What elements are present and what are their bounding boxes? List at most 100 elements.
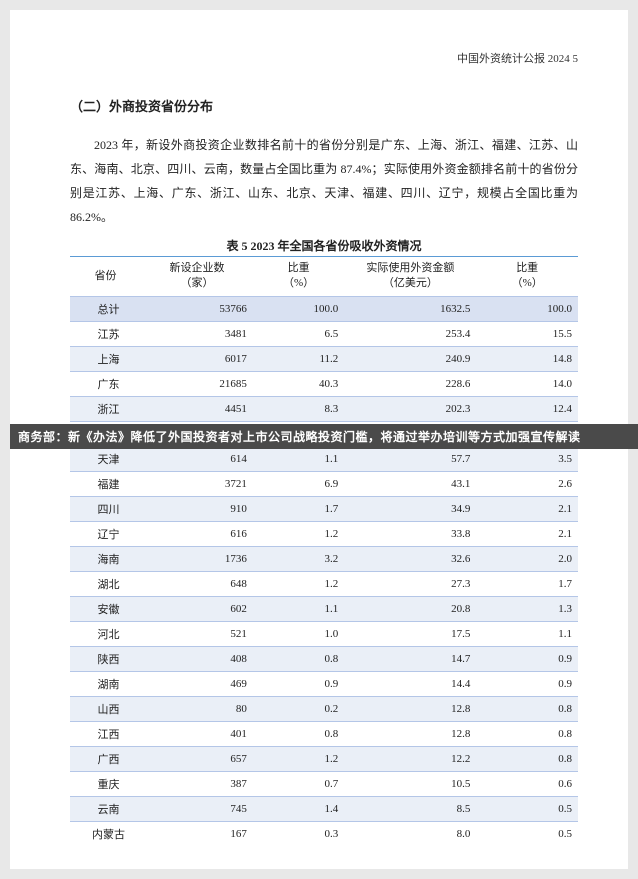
cell-label: 山西 — [70, 696, 141, 721]
th-line2: （家） — [180, 277, 213, 289]
cell-label: 天津 — [70, 446, 141, 471]
cell-value: 53766 — [141, 296, 253, 321]
th-share2: 比重 （%） — [476, 257, 578, 297]
news-banner-overlay: 商务部：新《办法》降低了外国投资者对上市公司战略投资门槛，将通过举办培训等方式加… — [10, 424, 638, 449]
table-row: 云南7451.48.50.5 — [70, 796, 578, 821]
cell-value: 21685 — [141, 371, 253, 396]
th-line1: 实际使用外资金额 — [366, 262, 454, 274]
cell-value: 602 — [141, 596, 253, 621]
cell-value: 0.8 — [476, 746, 578, 771]
cell-value: 11.2 — [253, 346, 344, 371]
cell-value: 14.7 — [344, 646, 476, 671]
cell-value: 3481 — [141, 321, 253, 346]
cell-value: 3.2 — [253, 546, 344, 571]
cell-label: 广东 — [70, 371, 141, 396]
cell-value: 0.7 — [253, 771, 344, 796]
cell-label: 总计 — [70, 296, 141, 321]
cell-value: 0.3 — [253, 821, 344, 846]
cell-value: 14.0 — [476, 371, 578, 396]
cell-value: 521 — [141, 621, 253, 646]
cell-value: 0.9 — [476, 671, 578, 696]
th-line1: 新设企业数 — [169, 262, 224, 274]
table-row: 海南17363.232.62.0 — [70, 546, 578, 571]
th-line1: 比重 — [516, 262, 538, 274]
cell-label: 湖南 — [70, 671, 141, 696]
th-fdi-amount: 实际使用外资金额 （亿美元） — [344, 257, 476, 297]
cell-value: 1.2 — [253, 746, 344, 771]
cell-value: 0.8 — [476, 696, 578, 721]
cell-value: 14.8 — [476, 346, 578, 371]
table-row: 湖北6481.227.31.7 — [70, 571, 578, 596]
cell-value: 202.3 — [344, 396, 476, 421]
th-line2: （%） — [512, 277, 543, 289]
cell-value: 0.9 — [476, 646, 578, 671]
table-header-row: 省份 新设企业数 （家） 比重 （%） 实际使用外资金额 （亿美元） 比重 （%… — [70, 257, 578, 297]
cell-value: 3.5 — [476, 446, 578, 471]
cell-value: 657 — [141, 746, 253, 771]
table-row: 内蒙古1670.38.00.5 — [70, 821, 578, 846]
cell-value: 8.5 — [344, 796, 476, 821]
table-row: 山西800.212.80.8 — [70, 696, 578, 721]
cell-value: 80 — [141, 696, 253, 721]
cell-label: 重庆 — [70, 771, 141, 796]
cell-label: 江苏 — [70, 321, 141, 346]
cell-value: 6.5 — [253, 321, 344, 346]
document-page: 中国外资统计公报 2024 5 （二）外商投资省份分布 2023 年，新设外商投… — [10, 10, 628, 869]
table-row: 天津6141.157.73.5 — [70, 446, 578, 471]
cell-value: 648 — [141, 571, 253, 596]
cell-value: 32.6 — [344, 546, 476, 571]
cell-value: 8.0 — [344, 821, 476, 846]
section-title: （二）外商投资省份分布 — [70, 96, 578, 115]
body-paragraph: 2023 年，新设外商投资企业数排名前十的省份分别是广东、上海、浙江、福建、江苏… — [70, 133, 578, 229]
cell-label: 陕西 — [70, 646, 141, 671]
table-row: 上海601711.2240.914.8 — [70, 346, 578, 371]
cell-value: 12.8 — [344, 696, 476, 721]
cell-value: 0.5 — [476, 796, 578, 821]
cell-label: 福建 — [70, 471, 141, 496]
cell-value: 43.1 — [344, 471, 476, 496]
cell-value: 57.7 — [344, 446, 476, 471]
table-row: 江西4010.812.80.8 — [70, 721, 578, 746]
cell-label: 内蒙古 — [70, 821, 141, 846]
cell-value: 33.8 — [344, 521, 476, 546]
cell-value: 0.8 — [253, 721, 344, 746]
cell-label: 湖北 — [70, 571, 141, 596]
cell-label: 四川 — [70, 496, 141, 521]
table-row: 陕西4080.814.70.9 — [70, 646, 578, 671]
th-line1: 比重 — [288, 262, 310, 274]
cell-value: 0.2 — [253, 696, 344, 721]
th-line2: （亿美元） — [383, 277, 438, 289]
cell-label: 辽宁 — [70, 521, 141, 546]
cell-value: 15.5 — [476, 321, 578, 346]
cell-value: 40.3 — [253, 371, 344, 396]
table-row: 广西6571.212.20.8 — [70, 746, 578, 771]
cell-value: 27.3 — [344, 571, 476, 596]
table-row: 安徽6021.120.81.3 — [70, 596, 578, 621]
cell-value: 12.8 — [344, 721, 476, 746]
province-table: 省份 新设企业数 （家） 比重 （%） 实际使用外资金额 （亿美元） 比重 （%… — [70, 256, 578, 846]
cell-value: 2.1 — [476, 496, 578, 521]
cell-label: 江西 — [70, 721, 141, 746]
cell-value: 1.7 — [476, 571, 578, 596]
cell-value: 469 — [141, 671, 253, 696]
cell-label: 河北 — [70, 621, 141, 646]
cell-value: 100.0 — [253, 296, 344, 321]
cell-value: 401 — [141, 721, 253, 746]
table-body: 总计53766100.01632.5100.0江苏34816.5253.415.… — [70, 296, 578, 846]
th-share1: 比重 （%） — [253, 257, 344, 297]
table-row: 总计53766100.01632.5100.0 — [70, 296, 578, 321]
cell-value: 100.0 — [476, 296, 578, 321]
table-row: 广东2168540.3228.614.0 — [70, 371, 578, 396]
cell-label: 上海 — [70, 346, 141, 371]
th-line2: （%） — [283, 277, 314, 289]
table-row: 河北5211.017.51.1 — [70, 621, 578, 646]
table-row: 福建37216.943.12.6 — [70, 471, 578, 496]
th-new-enterprises: 新设企业数 （家） — [141, 257, 253, 297]
cell-value: 34.9 — [344, 496, 476, 521]
cell-value: 12.4 — [476, 396, 578, 421]
cell-label: 海南 — [70, 546, 141, 571]
cell-label: 广西 — [70, 746, 141, 771]
table-caption: 表 5 2023 年全国各省份吸收外资情况 — [70, 237, 578, 254]
cell-value: 2.0 — [476, 546, 578, 571]
page-header-right: 中国外资统计公报 2024 5 — [70, 50, 578, 66]
